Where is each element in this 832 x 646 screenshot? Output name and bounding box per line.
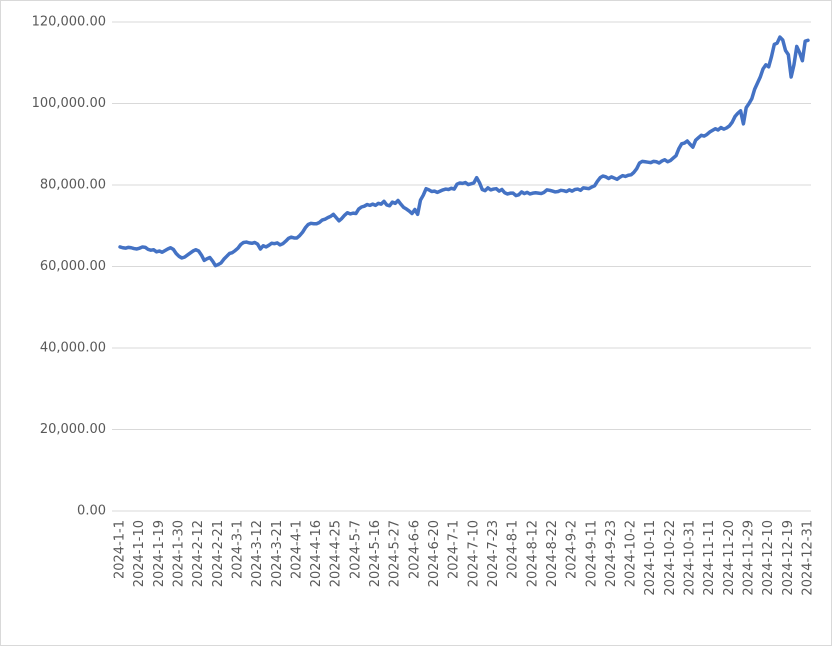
- x-tick-label: 2024-12-19: [781, 520, 796, 596]
- data-line: [118, 35, 810, 268]
- x-tick-label: 2024-5-16: [368, 520, 383, 587]
- x-tick-label: 2024-8-22: [545, 520, 560, 587]
- x-tick-label: 2024-12-31: [801, 520, 816, 596]
- x-tick-label: 2024-10-11: [643, 520, 658, 596]
- x-tick-label: 2024-5-7: [348, 520, 363, 579]
- x-tick-label: 2024-2-12: [191, 520, 206, 587]
- y-tick-label: 80,000.00: [40, 178, 106, 193]
- x-tick-label: 2024-12-10: [761, 520, 776, 596]
- x-tick-label: 2024-6-6: [407, 520, 422, 579]
- x-tick-label: 2024-8-1: [506, 520, 521, 579]
- y-tick-label: 100,000.00: [32, 96, 106, 111]
- x-tick-label: 2024-5-27: [388, 520, 403, 587]
- y-tick-label: 0.00: [77, 504, 106, 519]
- x-tick-label: 2024-11-20: [722, 520, 737, 596]
- x-tick-label: 2024-7-1: [447, 520, 462, 579]
- y-tick-label: 40,000.00: [40, 341, 106, 356]
- y-tick-label: 20,000.00: [40, 422, 106, 437]
- x-tick-label: 2024-3-1: [230, 520, 245, 579]
- x-tick-label: 2024-6-20: [427, 520, 442, 587]
- x-tick-label: 2024-10-31: [683, 520, 698, 596]
- x-tick-label: 2024-11-29: [742, 520, 757, 596]
- x-tick-label: 2024-7-23: [486, 520, 501, 587]
- x-tick-label: 2024-3-21: [270, 520, 285, 587]
- x-tick-label: 2024-10-2: [624, 520, 639, 587]
- x-tick-label: 2024-4-16: [309, 520, 324, 587]
- x-tick-label: 2024-1-1: [113, 520, 128, 579]
- x-tick-label: 2024-9-2: [565, 520, 580, 579]
- y-tick-label: 60,000.00: [40, 259, 106, 274]
- x-tick-label: 2024-8-12: [525, 520, 540, 587]
- x-tick-label: 2024-1-30: [171, 520, 186, 587]
- x-tick-label: 2024-9-23: [604, 520, 619, 587]
- y-tick-label: 120,000.00: [32, 15, 106, 30]
- x-tick-label: 2024-1-19: [152, 520, 167, 587]
- x-tick-label: 2024-4-25: [329, 520, 344, 587]
- x-tick-label: 2024-3-12: [250, 520, 265, 587]
- x-tick-label: 2024-7-10: [466, 520, 481, 587]
- x-tick-label: 2024-2-21: [211, 520, 226, 587]
- x-tick-label: 2024-1-10: [132, 520, 147, 587]
- x-tick-label: 2024-11-11: [702, 520, 717, 596]
- x-tick-label: 2024-10-22: [663, 520, 678, 596]
- x-tick-label: 2024-9-11: [584, 520, 599, 587]
- x-tick-label: 2024-4-1: [289, 520, 304, 579]
